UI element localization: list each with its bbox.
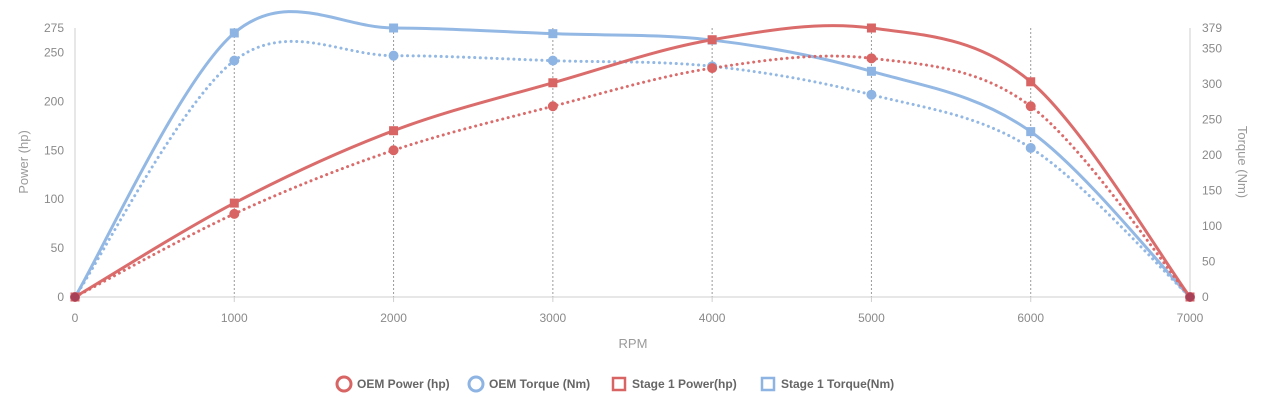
legend-item-stage-1-torque-nm[interactable]: Stage 1 Torque(Nm): [760, 376, 894, 392]
x-tick-label: 3000: [540, 311, 567, 325]
data-point-oem-torque-nm[interactable]: [229, 55, 240, 66]
y-right-tick-label: 150: [1202, 184, 1222, 198]
legend-swatch: [611, 376, 627, 392]
data-point-oem-torque-nm[interactable]: [1025, 142, 1036, 153]
data-point-oem-power-hp[interactable]: [547, 101, 558, 112]
legend-label: Stage 1 Power(hp): [632, 377, 737, 391]
y-left-tick-label: 200: [44, 94, 64, 108]
data-point-stage-1-torque-nm[interactable]: [229, 28, 239, 38]
x-tick-label: 0: [72, 311, 79, 325]
y-axis-right-title: Torque (Nm): [1235, 126, 1250, 198]
data-point-oem-power-hp[interactable]: [707, 63, 718, 74]
y-right-tick-label: 200: [1202, 148, 1222, 162]
legend-label: OEM Torque (Nm): [489, 377, 590, 391]
y-left-tick-label: 250: [44, 45, 64, 59]
series-layer: [73, 10, 1192, 299]
y-right-tick-label: 300: [1202, 77, 1222, 91]
grid-layer: [233, 28, 1032, 297]
overlap-point: [1185, 292, 1195, 302]
data-point-oem-power-hp[interactable]: [1025, 101, 1036, 112]
x-axis-title: RPM: [619, 336, 648, 351]
y-right-tick-label: 100: [1202, 219, 1222, 233]
data-point-stage-1-power-hp[interactable]: [1026, 77, 1036, 87]
data-point-stage-1-torque-nm[interactable]: [1026, 127, 1036, 137]
series-line-stage-1-power-hp: [73, 24, 1192, 299]
data-point-stage-1-power-hp[interactable]: [707, 35, 717, 45]
overlap-point: [70, 292, 80, 302]
y-left-tick-label: 275: [44, 21, 64, 35]
y-right-tick-label: 50: [1202, 255, 1216, 269]
legend-item-oem-torque-nm[interactable]: OEM Torque (Nm): [467, 375, 590, 393]
y-left-tick-label: 100: [44, 192, 64, 206]
legend-item-stage-1-power-hp[interactable]: Stage 1 Power(hp): [611, 376, 737, 392]
y-left-tick-label: 150: [44, 143, 64, 157]
y-axis-left-title: Power (hp): [16, 130, 31, 194]
legend-label: Stage 1 Torque(Nm): [781, 377, 894, 391]
legend-swatch: [335, 375, 353, 393]
y-right-tick-label: 0: [1202, 290, 1209, 304]
data-point-stage-1-torque-nm[interactable]: [866, 66, 876, 76]
data-point-stage-1-torque-nm[interactable]: [548, 29, 558, 39]
x-tick-label: 4000: [699, 311, 726, 325]
x-tick-label: 2000: [380, 311, 407, 325]
data-point-oem-power-hp[interactable]: [229, 208, 240, 219]
x-tick-label: 7000: [1177, 311, 1204, 325]
marker-layer: [70, 23, 1195, 302]
y-left-tick-label: 0: [57, 290, 64, 304]
y-right-tick-label: 250: [1202, 113, 1222, 127]
data-point-oem-torque-nm[interactable]: [547, 55, 558, 66]
legend: OEM Power (hp) OEM Torque (Nm) Stage 1 Pow…: [335, 375, 894, 393]
data-point-stage-1-power-hp[interactable]: [548, 78, 558, 88]
series-line-oem-power-hp: [73, 54, 1192, 299]
data-point-oem-power-hp[interactable]: [388, 145, 399, 156]
data-point-oem-power-hp[interactable]: [866, 53, 877, 64]
legend-swatch: [467, 375, 485, 393]
data-point-stage-1-power-hp[interactable]: [866, 23, 876, 33]
data-point-oem-torque-nm[interactable]: [388, 50, 399, 61]
legend-swatch: [760, 376, 776, 392]
x-tick-label: 5000: [858, 311, 885, 325]
y-right-tick-label: 350: [1202, 42, 1222, 56]
y-right-tick-label: 379: [1202, 21, 1222, 35]
data-point-oem-torque-nm[interactable]: [866, 89, 877, 100]
x-tick-label: 6000: [1017, 311, 1044, 325]
data-point-stage-1-torque-nm[interactable]: [389, 23, 399, 33]
legend-item-oem-power-hp[interactable]: OEM Power (hp): [335, 375, 450, 393]
x-tick-label: 1000: [221, 311, 248, 325]
data-point-stage-1-power-hp[interactable]: [229, 198, 239, 208]
series-line-oem-torque-nm: [73, 39, 1192, 299]
legend-label: OEM Power (hp): [357, 377, 450, 391]
data-point-stage-1-power-hp[interactable]: [389, 126, 399, 136]
y-left-tick-label: 50: [51, 241, 65, 255]
axis-layer: 0 1000 2000 3000 4000 5000 6000 700005010015020…: [44, 21, 1222, 325]
